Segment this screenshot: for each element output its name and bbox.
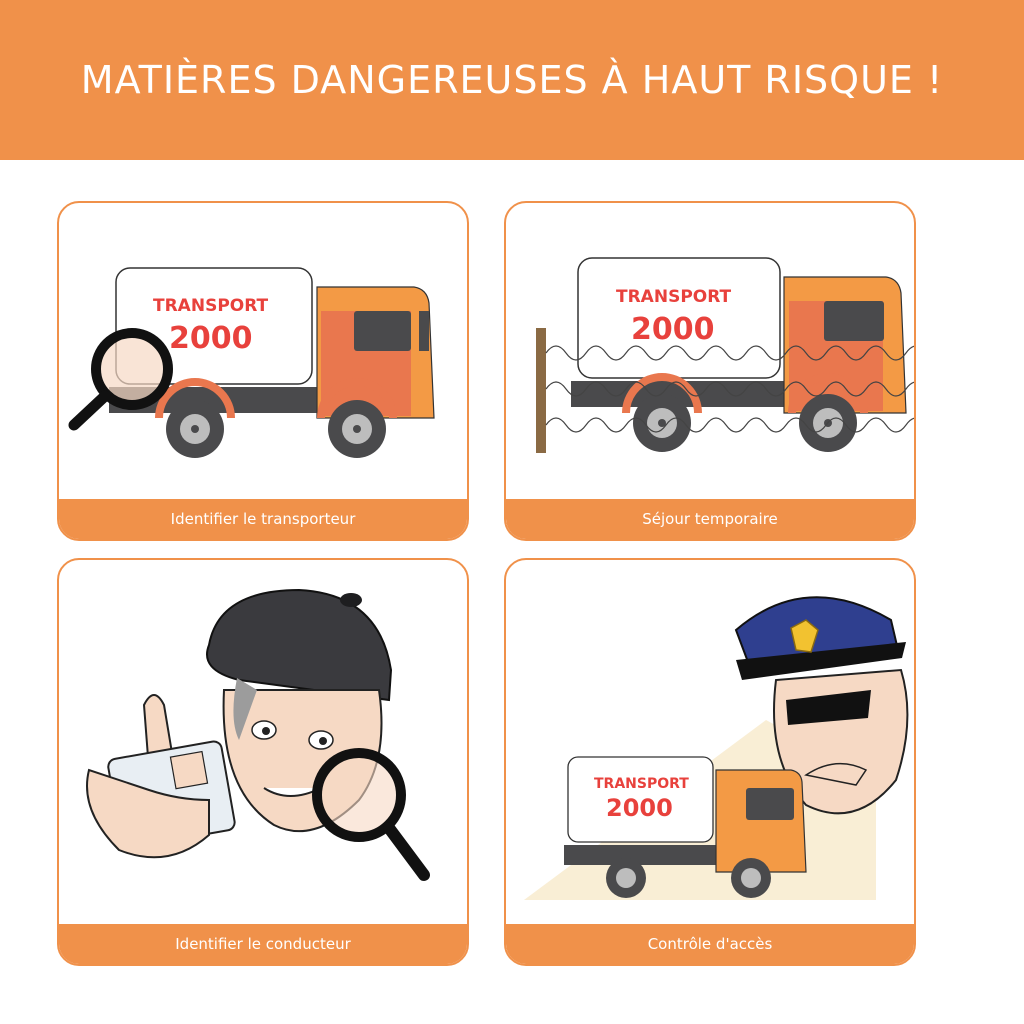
truck-icon: TRANSPORT 2000 (68, 267, 435, 458)
logo-line1: TRANSPORT (153, 296, 269, 316)
card-caption: Identifier le conducteur (59, 924, 467, 964)
card-identify-driver[interactable]: Identifier le conducteur (57, 558, 469, 966)
logo-line2: 2000 (169, 321, 253, 356)
card-caption: Séjour temporaire (506, 499, 914, 539)
truck-icon: TRANSPORT 2000 (536, 257, 914, 453)
police-officer-icon: TRANSPORT 2000 (524, 596, 909, 900)
header-banner: MATIÈRES DANGEREUSES À HAUT RISQUE ! (0, 0, 1024, 160)
page-title: MATIÈRES DANGEREUSES À HAUT RISQUE ! (80, 58, 944, 102)
card-temporary-stay[interactable]: TRANSPORT 2000 Séjour temporaire (504, 201, 916, 541)
driver-license-icon (86, 588, 430, 881)
card-caption: Identifier le transporteur (59, 499, 467, 539)
magnifier-icon (312, 748, 430, 881)
logo-line2: 2000 (631, 312, 715, 347)
logo-line2: 2000 (606, 794, 673, 822)
card-identify-carrier[interactable]: TRANSPORT 2000 Identifier le transporteu… (57, 201, 469, 541)
card-access-control[interactable]: TRANSPORT 2000 Contrôle d'accès (504, 558, 916, 966)
logo-line1: TRANSPORT (616, 287, 732, 307)
logo-line1: TRANSPORT (594, 776, 689, 792)
card-caption: Contrôle d'accès (506, 924, 914, 964)
barbed-wire-icon (545, 345, 914, 433)
magnifier-icon (68, 328, 173, 431)
